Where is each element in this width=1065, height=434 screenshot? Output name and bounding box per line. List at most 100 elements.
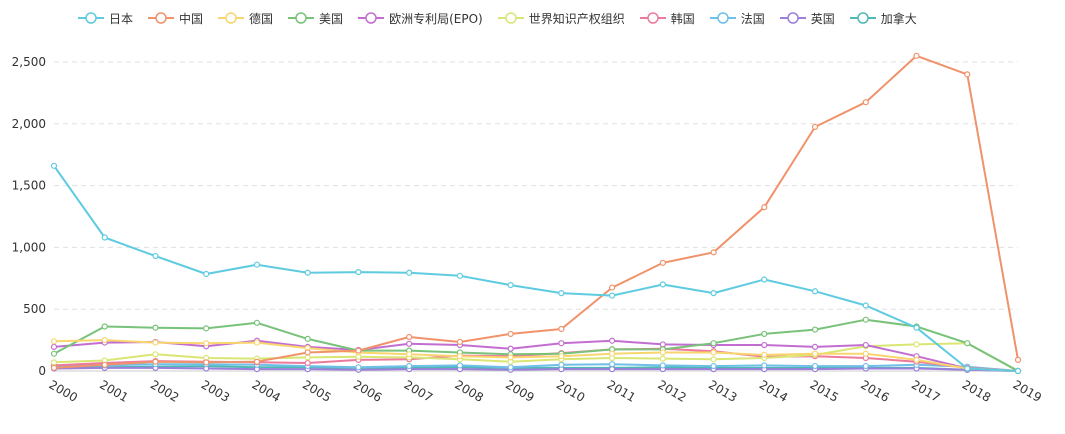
data-point[interactable] bbox=[304, 354, 311, 361]
data-point[interactable] bbox=[659, 355, 666, 362]
data-point[interactable] bbox=[203, 325, 210, 332]
legend-item[interactable]: 加拿大 bbox=[849, 10, 917, 27]
data-point[interactable] bbox=[456, 272, 463, 279]
legend-item[interactable]: 中国 bbox=[148, 10, 203, 27]
data-point[interactable] bbox=[761, 204, 768, 211]
data-point[interactable] bbox=[253, 339, 261, 346]
data-point[interactable] bbox=[101, 234, 108, 241]
data-point[interactable] bbox=[710, 349, 717, 356]
legend-item[interactable]: 德国 bbox=[218, 10, 273, 27]
data-point[interactable] bbox=[710, 340, 717, 347]
data-point[interactable] bbox=[507, 330, 514, 338]
data-point[interactable] bbox=[862, 302, 869, 309]
data-point[interactable] bbox=[558, 290, 565, 297]
data-point[interactable] bbox=[50, 338, 58, 345]
data-point[interactable] bbox=[355, 347, 362, 354]
legend-item[interactable]: 日本 bbox=[78, 10, 133, 27]
data-point[interactable] bbox=[761, 330, 768, 338]
data-point[interactable] bbox=[659, 362, 666, 369]
data-point[interactable] bbox=[253, 358, 261, 365]
data-point[interactable] bbox=[659, 281, 666, 288]
data-point[interactable] bbox=[406, 362, 413, 370]
data-point[interactable] bbox=[659, 259, 666, 266]
data-point[interactable] bbox=[355, 269, 362, 276]
series-line[interactable] bbox=[53, 342, 1019, 372]
data-point[interactable] bbox=[101, 361, 108, 368]
data-point[interactable] bbox=[913, 341, 920, 348]
series-line[interactable] bbox=[53, 165, 1019, 372]
data-point[interactable] bbox=[50, 359, 58, 366]
series-0[interactable] bbox=[50, 162, 1022, 375]
data-point[interactable] bbox=[50, 350, 58, 357]
data-point[interactable] bbox=[507, 354, 514, 361]
series-line[interactable] bbox=[53, 54, 1019, 369]
data-point[interactable] bbox=[862, 350, 869, 357]
data-point[interactable] bbox=[406, 351, 413, 358]
data-point[interactable] bbox=[659, 349, 666, 356]
data-point[interactable] bbox=[152, 358, 159, 365]
data-point[interactable] bbox=[1014, 356, 1022, 363]
data-point[interactable] bbox=[659, 341, 666, 348]
data-point[interactable] bbox=[101, 337, 108, 344]
data-point[interactable] bbox=[609, 337, 616, 344]
data-point[interactable] bbox=[50, 343, 58, 350]
legend-item[interactable]: 韩国 bbox=[639, 10, 695, 27]
legend-item[interactable]: 美国 bbox=[288, 10, 343, 27]
legend-item[interactable]: 法国 bbox=[709, 10, 765, 27]
legend-item[interactable]: 英国 bbox=[779, 10, 835, 27]
data-point[interactable] bbox=[710, 356, 717, 363]
legend-item[interactable]: 欧洲专利局(EPO) bbox=[358, 10, 483, 27]
series-line[interactable] bbox=[53, 363, 1019, 372]
data-point[interactable] bbox=[710, 290, 717, 297]
series-3[interactable] bbox=[50, 316, 1022, 375]
data-point[interactable] bbox=[913, 324, 920, 331]
data-point[interactable] bbox=[50, 364, 58, 372]
data-point[interactable] bbox=[913, 52, 920, 59]
data-point[interactable] bbox=[456, 353, 463, 360]
series-1[interactable] bbox=[50, 52, 1022, 372]
series-line[interactable] bbox=[53, 339, 1019, 372]
data-point[interactable] bbox=[203, 359, 210, 366]
data-point[interactable] bbox=[811, 288, 819, 295]
data-point[interactable] bbox=[811, 326, 819, 333]
data-point[interactable] bbox=[609, 361, 616, 368]
series-line[interactable] bbox=[53, 339, 1019, 372]
data-point[interactable] bbox=[609, 284, 616, 291]
data-point[interactable] bbox=[862, 362, 869, 370]
data-point[interactable] bbox=[507, 364, 514, 371]
data-point[interactable] bbox=[609, 366, 616, 373]
data-point[interactable] bbox=[811, 350, 819, 357]
data-point[interactable] bbox=[203, 270, 210, 278]
data-point[interactable] bbox=[558, 353, 565, 360]
data-point[interactable] bbox=[862, 341, 869, 349]
data-point[interactable] bbox=[304, 335, 311, 342]
data-point[interactable] bbox=[152, 324, 159, 331]
data-point[interactable] bbox=[558, 340, 565, 347]
data-point[interactable] bbox=[456, 362, 463, 369]
data-point[interactable] bbox=[406, 333, 413, 341]
series-line[interactable] bbox=[53, 318, 1019, 372]
data-point[interactable] bbox=[253, 261, 261, 268]
data-point[interactable] bbox=[811, 343, 819, 350]
data-point[interactable] bbox=[710, 249, 717, 256]
data-point[interactable] bbox=[507, 281, 514, 289]
data-point[interactable] bbox=[456, 338, 463, 346]
data-point[interactable] bbox=[1014, 367, 1022, 375]
legend-item[interactable]: 世界知识产权组织 bbox=[497, 10, 625, 27]
data-point[interactable] bbox=[609, 350, 616, 357]
data-point[interactable] bbox=[913, 356, 920, 363]
data-point[interactable] bbox=[964, 365, 971, 372]
series-7[interactable] bbox=[50, 361, 1022, 375]
data-point[interactable] bbox=[811, 362, 819, 370]
data-point[interactable] bbox=[406, 340, 413, 347]
data-point[interactable] bbox=[304, 269, 311, 276]
data-point[interactable] bbox=[355, 364, 362, 371]
series-line[interactable] bbox=[53, 366, 1019, 372]
data-point[interactable] bbox=[761, 341, 768, 349]
data-point[interactable] bbox=[761, 276, 768, 283]
data-point[interactable] bbox=[50, 162, 58, 169]
data-point[interactable] bbox=[304, 349, 311, 356]
data-point[interactable] bbox=[964, 71, 971, 78]
series-2[interactable] bbox=[50, 337, 1022, 375]
data-point[interactable] bbox=[406, 269, 413, 276]
